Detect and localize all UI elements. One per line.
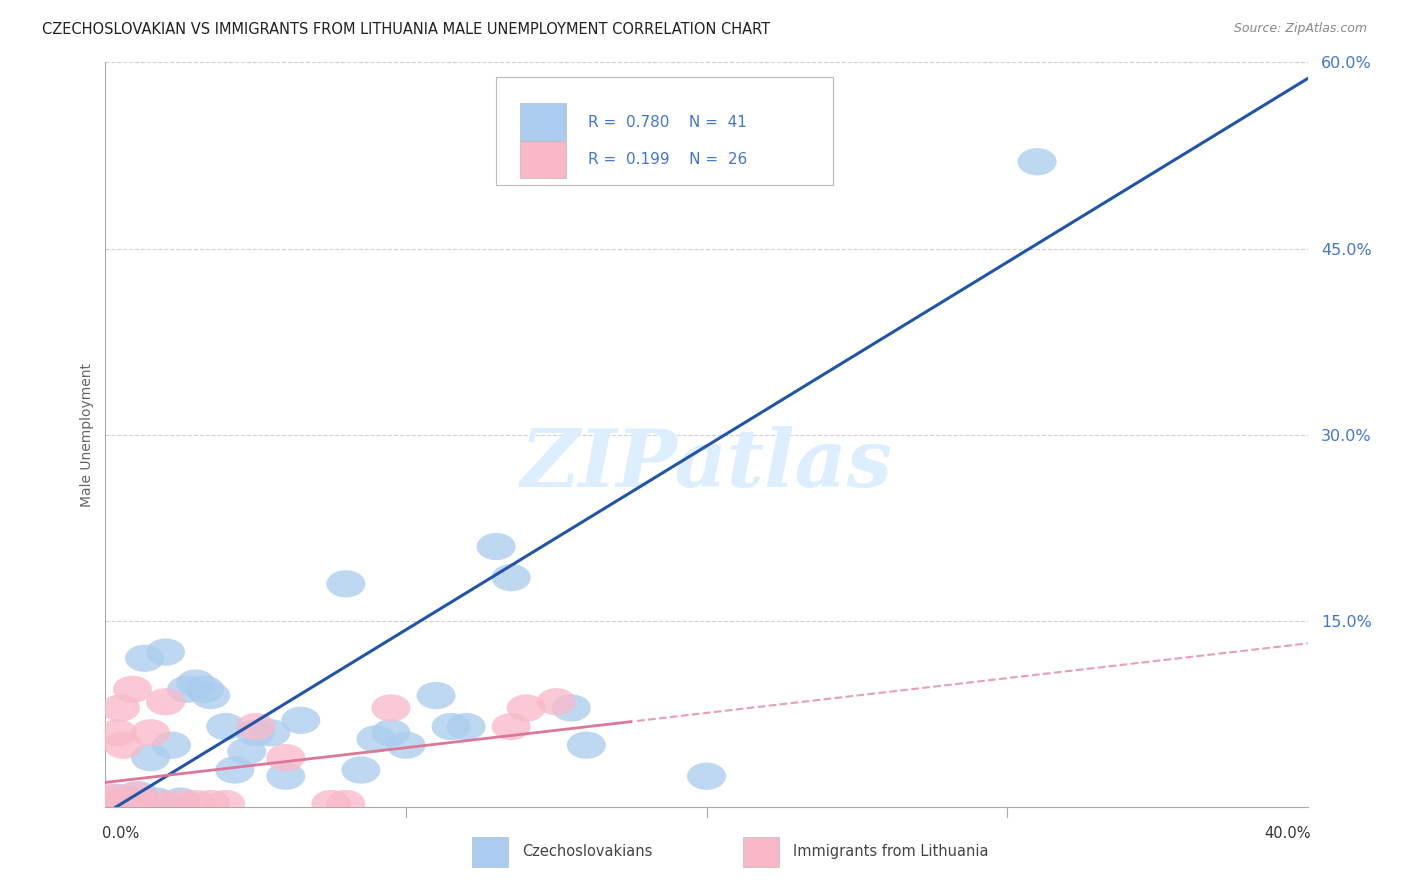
- Ellipse shape: [98, 784, 136, 811]
- Ellipse shape: [342, 756, 381, 784]
- Text: Czechoslovakians: Czechoslovakians: [523, 845, 652, 860]
- Y-axis label: Male Unemployment: Male Unemployment: [80, 363, 94, 507]
- Ellipse shape: [110, 790, 149, 817]
- Ellipse shape: [112, 790, 152, 817]
- Ellipse shape: [371, 694, 411, 722]
- Ellipse shape: [492, 713, 530, 740]
- Ellipse shape: [191, 790, 231, 817]
- Ellipse shape: [236, 713, 276, 740]
- Ellipse shape: [252, 719, 290, 747]
- Text: Immigrants from Lithuania: Immigrants from Lithuania: [793, 845, 988, 860]
- Text: Source: ZipAtlas.com: Source: ZipAtlas.com: [1233, 22, 1367, 36]
- Ellipse shape: [228, 738, 266, 765]
- Text: 0.0%: 0.0%: [101, 826, 139, 841]
- Ellipse shape: [311, 790, 350, 817]
- Text: CZECHOSLOVAKIAN VS IMMIGRANTS FROM LITHUANIA MALE UNEMPLOYMENT CORRELATION CHART: CZECHOSLOVAKIAN VS IMMIGRANTS FROM LITHU…: [42, 22, 770, 37]
- Ellipse shape: [107, 790, 146, 817]
- Ellipse shape: [131, 719, 170, 747]
- Ellipse shape: [146, 688, 186, 715]
- Ellipse shape: [96, 790, 134, 817]
- Ellipse shape: [115, 790, 155, 817]
- Ellipse shape: [207, 713, 245, 740]
- FancyBboxPatch shape: [520, 141, 565, 178]
- Ellipse shape: [167, 675, 207, 703]
- Ellipse shape: [191, 681, 231, 709]
- Ellipse shape: [387, 731, 426, 759]
- Ellipse shape: [122, 790, 162, 817]
- Ellipse shape: [152, 731, 191, 759]
- Ellipse shape: [432, 713, 471, 740]
- Ellipse shape: [537, 688, 576, 715]
- Ellipse shape: [162, 788, 200, 814]
- Ellipse shape: [236, 719, 276, 747]
- Text: ZIPatlas: ZIPatlas: [520, 425, 893, 503]
- Ellipse shape: [101, 790, 141, 817]
- Ellipse shape: [567, 731, 606, 759]
- Ellipse shape: [266, 763, 305, 790]
- Ellipse shape: [207, 790, 245, 817]
- Ellipse shape: [141, 790, 179, 817]
- Ellipse shape: [281, 706, 321, 734]
- Ellipse shape: [356, 725, 395, 753]
- Ellipse shape: [688, 763, 725, 790]
- Ellipse shape: [110, 788, 149, 814]
- Ellipse shape: [98, 719, 136, 747]
- Ellipse shape: [112, 675, 152, 703]
- Ellipse shape: [176, 790, 215, 817]
- Ellipse shape: [551, 694, 591, 722]
- Ellipse shape: [176, 670, 215, 697]
- Ellipse shape: [115, 781, 155, 808]
- Ellipse shape: [447, 713, 485, 740]
- FancyBboxPatch shape: [520, 103, 565, 141]
- Ellipse shape: [96, 790, 134, 817]
- Ellipse shape: [492, 564, 530, 591]
- Ellipse shape: [107, 790, 146, 817]
- FancyBboxPatch shape: [496, 78, 832, 186]
- Ellipse shape: [215, 756, 254, 784]
- Text: R =  0.780    N =  41: R = 0.780 N = 41: [588, 114, 747, 129]
- Ellipse shape: [136, 788, 176, 814]
- Ellipse shape: [371, 719, 411, 747]
- Ellipse shape: [131, 744, 170, 772]
- Ellipse shape: [89, 788, 128, 814]
- Ellipse shape: [186, 675, 224, 703]
- Ellipse shape: [120, 781, 157, 808]
- Ellipse shape: [91, 788, 131, 814]
- Ellipse shape: [104, 731, 143, 759]
- Ellipse shape: [162, 790, 200, 817]
- FancyBboxPatch shape: [472, 837, 508, 867]
- Text: 40.0%: 40.0%: [1264, 826, 1312, 841]
- Ellipse shape: [1018, 148, 1057, 176]
- Ellipse shape: [266, 744, 305, 772]
- Ellipse shape: [506, 694, 546, 722]
- Ellipse shape: [326, 790, 366, 817]
- Ellipse shape: [416, 681, 456, 709]
- Ellipse shape: [326, 570, 366, 598]
- Ellipse shape: [146, 639, 186, 665]
- Ellipse shape: [125, 645, 165, 672]
- Ellipse shape: [91, 784, 131, 811]
- Ellipse shape: [101, 694, 141, 722]
- FancyBboxPatch shape: [742, 837, 779, 867]
- Ellipse shape: [104, 789, 143, 816]
- Ellipse shape: [477, 533, 516, 560]
- Text: R =  0.199    N =  26: R = 0.199 N = 26: [588, 152, 747, 167]
